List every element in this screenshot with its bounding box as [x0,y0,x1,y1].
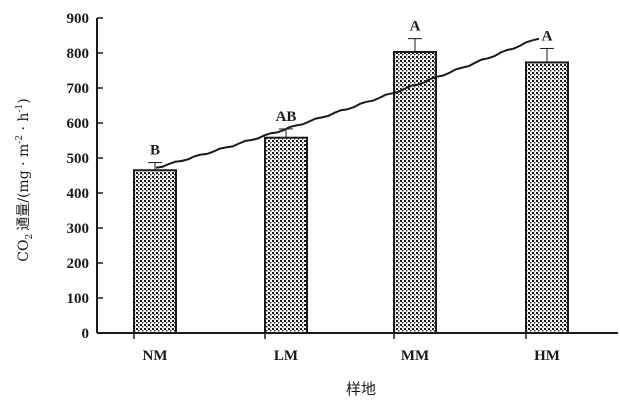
x-category-label: MM [401,348,429,364]
trend-line [155,37,540,169]
y-axis-title-unit-mid: · h [16,113,32,135]
y-axis-title-sup-h: -1 [15,104,25,113]
bar-lm [264,136,308,334]
significance-label-nm: B [150,143,160,159]
y-axis-title: CO2 通量/(mg · m-2 · h-1) [15,98,35,261]
y-tick-label: 500 [67,151,90,167]
y-tick-label: 0 [82,326,90,342]
y-tick-label: 200 [67,256,90,272]
y-axis-title-unit-close: ) [16,98,32,103]
bar-nm [133,169,177,334]
y-tick-label: 300 [67,221,90,237]
x-category-label: HM [534,348,560,364]
bar-mm [393,50,437,334]
significance-label-hm: A [542,28,553,44]
x-category-label: LM [274,348,298,364]
y-axis-title-unit-open: /(mg · m [16,144,32,203]
y-axis-title-zh: 通量 [16,203,32,231]
significance-label-lm: AB [276,109,297,125]
y-tick-label: 700 [67,81,90,97]
y-axis-title-sub2: 2 [25,234,35,240]
y-axis-title-co: CO [16,239,32,261]
significance-label-mm: A [410,19,421,35]
y-tick-label: 400 [67,186,90,202]
x-category-label: NM [143,348,168,364]
y-axis-title-sup-m: -2 [15,135,25,144]
y-tick-label: 600 [67,116,90,132]
bar-hm [525,61,569,334]
y-tick-label: 900 [67,11,90,27]
y-tick-label: 100 [67,291,90,307]
y-tick-label: 800 [67,46,90,62]
x-axis-title: 样地 [346,380,376,398]
